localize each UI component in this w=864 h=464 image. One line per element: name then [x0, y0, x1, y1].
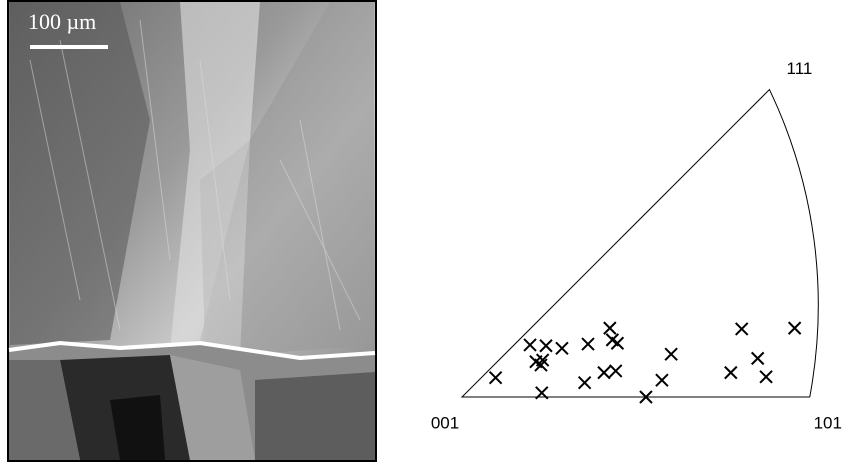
vertex-label: 101 — [814, 413, 842, 432]
vertex-label: 001 — [431, 413, 459, 432]
data-point — [579, 377, 591, 389]
sem-image: 100 µm — [8, 1, 376, 461]
data-point — [490, 372, 502, 384]
scale-bar-label: 100 µm — [28, 9, 96, 34]
data-point — [604, 322, 616, 334]
data-point — [789, 322, 801, 334]
data-point — [610, 365, 622, 377]
data-point — [665, 348, 677, 360]
figure: 100 µm 001 101 111 — [0, 0, 864, 464]
data-point — [752, 352, 764, 364]
data-point — [725, 367, 737, 379]
data-point — [760, 371, 772, 383]
vertex-label: 111 — [787, 59, 813, 78]
triangle-outline — [462, 90, 818, 397]
data-point — [598, 367, 610, 379]
inverse-pole-figure: 001 101 111 — [431, 59, 842, 432]
data-point — [540, 340, 552, 352]
data-point — [582, 338, 594, 350]
data-point — [524, 339, 536, 351]
data-point — [656, 374, 668, 386]
data-point — [556, 342, 568, 354]
data-point — [611, 337, 623, 349]
data-point — [736, 323, 748, 335]
